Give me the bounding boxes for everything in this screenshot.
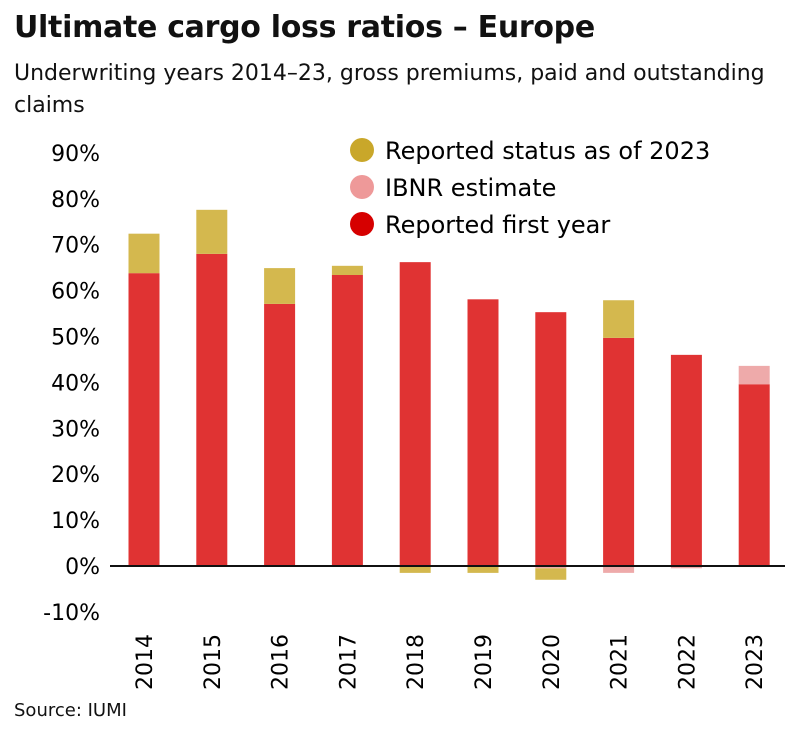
x-tick-label: 2020 [540,634,565,690]
x-tick-label: 2023 [743,634,768,690]
bar-segment [196,209,228,254]
bar-segment [603,566,635,573]
bar-segment [128,233,160,274]
bar-segment [670,354,702,566]
source-note: Source: IUMI [14,700,127,721]
y-tick-label: 30% [51,417,100,442]
bar-segment [603,300,635,338]
y-tick-label: 20% [51,463,100,488]
bar-segment [331,265,363,275]
bar-segment [264,268,296,304]
y-tick-label: 10% [51,509,100,534]
bar-segment [738,365,770,385]
bar-segment [738,384,770,566]
y-tick-label: 80% [51,188,100,213]
legend-marker [350,175,374,199]
legend-label: Reported status as of 2023 [385,137,710,165]
y-tick-label: 90% [51,142,100,167]
x-tick-label: 2015 [201,634,226,690]
bar-segment [196,253,228,566]
y-tick-label: 50% [51,326,100,351]
bar-segment [128,273,160,566]
y-tick-label: -10% [43,601,100,626]
y-tick-label: 70% [51,234,100,259]
y-tick-label: 60% [51,280,100,305]
bar-segment [603,337,635,566]
y-tick-label: 40% [51,371,100,396]
chart-title: Ultimate cargo loss ratios – Europe [14,10,595,45]
x-tick-label: 2019 [472,634,497,690]
bar-segment [670,566,702,569]
bar-segment [535,566,567,569]
bar-segment [331,274,363,566]
x-tick-label: 2014 [133,634,158,690]
x-tick-label: 2018 [404,634,429,690]
x-tick-label: 2016 [269,634,294,690]
x-tick-label: 2021 [608,634,633,690]
bar-segment [535,312,567,566]
x-tick-label: 2017 [336,634,361,690]
bar-segment [399,566,431,573]
bar-segment [399,262,431,566]
legend-label: IBNR estimate [385,174,556,202]
bar-segment [467,566,499,573]
bar-segment [264,303,296,566]
bar-segment [535,568,567,580]
legend-marker [350,138,374,162]
bar-segment [467,299,499,566]
legend-label: Reported first year [385,211,610,239]
y-tick-label: 0% [65,555,100,580]
legend-marker [350,212,374,236]
x-tick-label: 2022 [675,634,700,690]
chart-subtitle: Underwriting years 2014–23, gross premiu… [14,61,765,118]
